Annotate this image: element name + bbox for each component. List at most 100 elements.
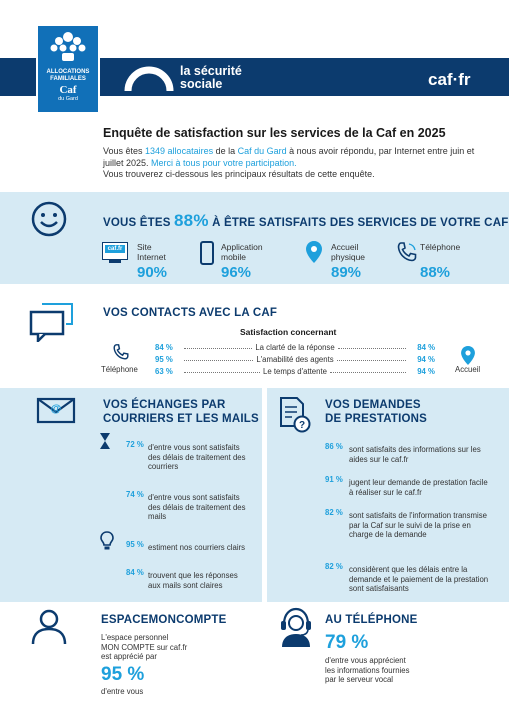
user-account-icon xyxy=(31,609,67,645)
row-left-pct: 95 % xyxy=(155,355,173,364)
mails-item-text: trouvent que les réponses aux mails sont… xyxy=(148,571,238,590)
document-question-icon: ? xyxy=(280,397,311,433)
mails-item-pct: 95 % xyxy=(126,540,144,549)
channel-label-telephone: Téléphone xyxy=(420,242,461,252)
row-left-pct: 63 % xyxy=(155,367,173,376)
mails-item: 95 % estiment nos courriers clairs xyxy=(126,534,246,553)
prestations-item: 82 % considèrent que les délais entre la… xyxy=(325,556,490,594)
telephone-line3: par le serveur vocal xyxy=(325,675,394,684)
dotted-leader xyxy=(184,360,254,361)
channel-website-l1: Site xyxy=(137,242,152,252)
mails-head2: COURRIERS ET LES MAILS xyxy=(103,413,259,425)
caf-name: Caf du Gard xyxy=(237,146,287,156)
prestations-item: 82 % sont satisfaits de l'information tr… xyxy=(325,502,490,540)
mails-head1: VOS ÉCHANGES PAR xyxy=(103,399,226,411)
location-pin-icon xyxy=(306,241,322,263)
telephone-line1: d'entre vous apprécient xyxy=(325,656,406,665)
smiley-icon xyxy=(31,201,67,237)
logo-caf: Caf xyxy=(59,84,77,96)
row-left-pct: 84 % xyxy=(155,343,173,352)
prestations-item-text: sont satisfaits des informations sur les… xyxy=(349,445,481,464)
mails-item-text: d'entre vous sont satisfaits des délais … xyxy=(148,493,246,521)
telephone-heading: AU TÉLÉPHONE xyxy=(325,614,418,626)
row-criterion: L'amabilité des agents xyxy=(256,354,334,364)
prestations-item-text: jugent leur demande de prestation facile… xyxy=(349,478,488,497)
mails-item: 74 % d'entre vous sont satisfaits des dé… xyxy=(126,484,246,522)
mails-item-pct: 74 % xyxy=(126,490,144,499)
mails-heading: VOS ÉCHANGES PAR COURRIERS ET LES MAILS xyxy=(103,398,259,426)
espace-text: L'espace personnel MON COMPTE sur caf.fr… xyxy=(101,633,187,662)
secu-line2: sociale xyxy=(180,77,223,91)
espace-line4: d'entre vous xyxy=(101,687,144,696)
headset-agent-icon xyxy=(281,607,311,647)
telephone-icon xyxy=(113,344,129,360)
row-right-pct: 94 % xyxy=(417,367,435,376)
channel-label-accueil: Accueil physique xyxy=(331,242,365,262)
dotted-leader xyxy=(184,372,261,373)
contacts-row: 84 % La clarté de la réponse 84 % xyxy=(155,340,436,353)
overall-satisfaction-pct: 88% xyxy=(174,211,209,230)
thanks-text: Merci à tous pour votre participation. xyxy=(151,157,297,168)
prestations-head1: VOS DEMANDES xyxy=(325,399,421,411)
location-pin-icon xyxy=(461,346,475,365)
logo-gard: du Gard xyxy=(58,96,78,102)
intro-p1b: de la xyxy=(213,146,238,156)
contacts-row: 95 % L'amabilité des agents 94 % xyxy=(155,352,435,365)
satisfaction-band xyxy=(0,192,509,284)
column-divider xyxy=(262,388,267,602)
svg-text:?: ? xyxy=(299,420,305,431)
exchanges-band xyxy=(0,388,509,602)
row-right-pct: 84 % xyxy=(417,343,436,352)
svg-text:@: @ xyxy=(51,403,62,415)
channel-label-website: Site Internet xyxy=(137,242,166,262)
intro-p2: Vous trouverez ci-dessous les principaux… xyxy=(103,169,375,179)
telephone-icon xyxy=(397,242,417,262)
espace-heading: ESPACEMONCOMPTE xyxy=(101,614,227,626)
website-icon: caf.fr xyxy=(102,242,128,260)
channel-website-l2: Internet xyxy=(137,252,166,262)
prestations-item-text: considèrent que les délais entre la dema… xyxy=(349,565,489,593)
family-tree-icon xyxy=(50,32,86,61)
satisfaction-heading: VOUS ÊTES 88% À ÊTRE SATISFAITS DES SERV… xyxy=(103,211,508,231)
mails-item-pct: 72 % xyxy=(126,440,144,449)
hourglass-icon xyxy=(100,433,110,449)
telephone-pct: 79 % xyxy=(325,632,369,653)
prestations-head2: DE PRESTATIONS xyxy=(325,413,428,425)
mobile-phone-icon xyxy=(200,241,214,265)
mails-item: 84 % trouvent que les réponses aux mails… xyxy=(126,562,246,590)
channel-value-mobile: 96% xyxy=(221,264,252,281)
telephone-line2: les informations fournies xyxy=(325,665,410,675)
cafr-logo: caf·fr xyxy=(428,70,471,89)
satisfaction-head-a: VOUS ÊTES xyxy=(103,217,171,229)
contacts-heading: VOS CONTACTS AVEC LA CAF xyxy=(103,307,278,319)
telephone-text: d'entre vous apprécient les informations… xyxy=(325,656,410,685)
prestations-item-pct: 86 % xyxy=(325,442,343,451)
dotted-leader xyxy=(336,360,406,361)
website-icon-stand xyxy=(109,260,121,263)
secu-line1: la sécurité xyxy=(180,64,242,78)
contacts-accueil-label: Accueil xyxy=(455,365,481,374)
intro-p1c: à nous avoir répondu, par Internet entre… xyxy=(103,146,475,168)
prestations-item-pct: 82 % xyxy=(325,508,343,517)
secu-arc-logo xyxy=(124,66,174,91)
row-criterion: La clarté de la réponse xyxy=(255,342,335,352)
prestations-item-text: sont satisfaits de l'information transmi… xyxy=(349,511,487,539)
channel-mobile-l2: mobile xyxy=(221,252,247,262)
intro-text: Vous êtes 1349 allocataires de la Caf du… xyxy=(103,146,483,181)
email-envelope-icon: @ xyxy=(36,397,76,424)
logo-line1: ALLOCATIONS xyxy=(46,69,90,75)
mails-item: 72 % d'entre vous sont satisfaits des dé… xyxy=(126,434,246,472)
prestations-item: 91 % jugent leur demande de prestation f… xyxy=(325,469,490,497)
secu-logo-text: la sécurité sociale xyxy=(180,65,242,91)
mails-item-pct: 84 % xyxy=(126,568,144,577)
channel-value-accueil: 89% xyxy=(331,264,362,281)
logo-line2: FAMILIALES xyxy=(50,76,86,82)
respondent-count: 1349 allocataires xyxy=(145,146,214,156)
channel-value-website: 90% xyxy=(137,264,168,281)
prestations-heading: VOS DEMANDES DE PRESTATIONS xyxy=(325,398,427,426)
espace-pct: 95 % xyxy=(101,664,145,685)
dotted-leader xyxy=(329,372,406,373)
dotted-leader xyxy=(184,348,253,349)
prestations-item-pct: 82 % xyxy=(325,562,343,571)
website-icon-text: caf.fr xyxy=(105,245,125,253)
